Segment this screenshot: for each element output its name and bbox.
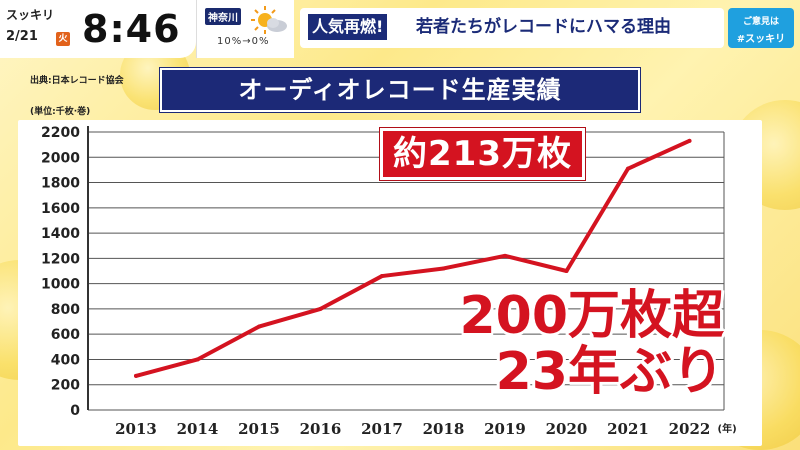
- y-tick-label: 600: [51, 327, 80, 343]
- show-name: スッキリ: [6, 8, 55, 22]
- y-tick-label: 2000: [41, 150, 80, 166]
- data-point: [380, 274, 384, 279]
- series-line: [134, 138, 692, 378]
- headline-panel: 人気再燃! 若者たちがレコードにハマる理由: [300, 8, 724, 48]
- opinion-panel: ご意見は #スッキリ: [728, 8, 794, 48]
- broadcast-top-bar: スッキリ 2/21 火 8:46 神奈川 10%→0% 人気再燃! 若者たちがレ…: [0, 0, 800, 58]
- data-point: [134, 373, 138, 378]
- opinion-hashtag: #スッキリ: [736, 34, 786, 45]
- sun-cloud-icon: [251, 6, 287, 34]
- date-text: 2/21: [6, 29, 38, 44]
- data-point: [687, 138, 692, 143]
- line-chart: 0 200 400 600 800 1000 1200 1400 1600 1800 2000 220…: [41, 125, 737, 438]
- data-point: [318, 306, 323, 311]
- x-tick-label: 2022: [669, 420, 711, 438]
- milestone-line-1: 200万枚超: [459, 286, 724, 346]
- source-label: 出典:日本レコード協会: [30, 76, 124, 86]
- x-tick-label: 2014: [177, 420, 219, 438]
- weekday-badge: 火: [56, 32, 70, 46]
- milestone-line-2: 23年ぶり: [495, 342, 724, 402]
- opinion-label: ご意見は: [742, 17, 779, 27]
- chart-title: オーディオレコード生産実績: [159, 67, 641, 113]
- x-tick-label: 2016: [300, 420, 342, 438]
- data-point: [257, 324, 261, 329]
- y-tick-label: 1200: [41, 251, 80, 267]
- x-axis-unit-label: (年): [718, 422, 737, 435]
- y-tick-label: 1800: [41, 176, 80, 192]
- precipitation-text: 10%→0%: [217, 36, 270, 47]
- y-tick-label: 1000: [41, 277, 80, 293]
- data-point: [564, 269, 569, 273]
- y-tick-label: 2200: [41, 125, 80, 141]
- x-tick-label: 2015: [238, 420, 280, 438]
- y-tick-label: 400: [51, 352, 80, 368]
- y-tick-label: 1600: [41, 201, 80, 217]
- x-tick-label: 2013: [115, 420, 157, 438]
- time-text: 8:46: [82, 7, 181, 51]
- data-point: [195, 357, 200, 362]
- data-point: [503, 253, 507, 258]
- y-tick-label: 800: [51, 302, 80, 318]
- data-point: [626, 166, 630, 171]
- y-tick-label: 0: [70, 403, 80, 419]
- y-tick-label: 1400: [41, 226, 80, 242]
- milestone-callout: 200万枚超 23年ぶり: [414, 290, 724, 398]
- data-point: [441, 266, 446, 271]
- region-label: 神奈川: [205, 8, 241, 25]
- peak-value-callout: 約213万枚: [379, 127, 586, 181]
- x-tick-label: 2021: [607, 420, 649, 438]
- x-tick-label: 2017: [361, 420, 403, 438]
- x-tick-label: 2020: [546, 420, 588, 438]
- weather-panel: 神奈川 10%→0%: [196, 0, 294, 58]
- x-tick-label: 2019: [484, 420, 526, 438]
- headline-text: 若者たちがレコードにハマる理由: [416, 17, 671, 37]
- clock-panel: スッキリ 2/21 火 8:46: [0, 0, 196, 58]
- x-tick-label: 2018: [423, 420, 465, 438]
- unit-label: (単位:千枚·巻): [30, 107, 91, 117]
- headline-tag: 人気再燃!: [308, 14, 388, 40]
- y-tick-label: 200: [51, 378, 80, 394]
